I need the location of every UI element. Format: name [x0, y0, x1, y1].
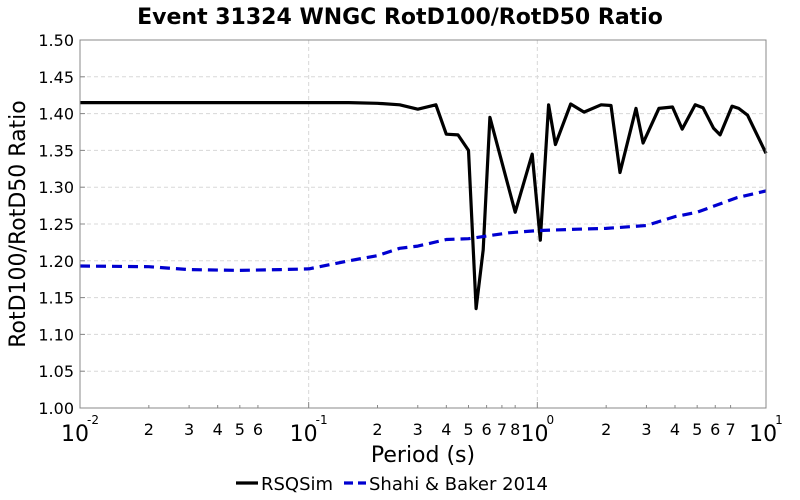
legend-label: RSQSim	[261, 474, 333, 495]
x-tick-base: 10	[61, 422, 89, 447]
x-minor-tick-label: 4	[670, 420, 680, 439]
x-tick-base: 10	[749, 422, 777, 447]
x-minor-tick-label: 6	[253, 420, 263, 439]
y-tick-label: 1.50	[38, 31, 74, 50]
chart-title: Event 31324 WNGC RotD100/RotD50 Ratio	[137, 5, 663, 30]
y-tick-label: 1.25	[38, 215, 74, 234]
series-line-shahi-baker-2014	[79, 189, 767, 272]
x-minor-tick-label: 6	[710, 420, 720, 439]
y-tick-label: 1.10	[38, 325, 74, 344]
x-minor-tick-label: 2	[144, 420, 154, 439]
grid	[79, 39, 767, 409]
y-axis-label: RotD100/RotD50 Ratio	[6, 100, 31, 348]
x-minor-tick-label: 7	[725, 420, 735, 439]
x-tick-exponent: -1	[316, 413, 328, 427]
x-minor-tick-label: 3	[184, 420, 194, 439]
y-tick-label: 1.35	[38, 141, 74, 160]
x-major-tick-label: 10-1	[290, 413, 328, 447]
x-tick-base: 10	[521, 422, 549, 447]
x-minor-tick-label: 6	[482, 420, 492, 439]
x-minor-tick-label: 3	[413, 420, 423, 439]
y-ticks: 1.00 1.05 1.10 1.15 1.20 1.25 1.30 1.35 1.40 1.45…	[38, 31, 85, 418]
x-minor-tick-label: 5	[692, 420, 702, 439]
x-major-tick-label: 100	[521, 413, 555, 447]
x-minor-tick-label: 5	[235, 420, 245, 439]
x-minor-tick-label: 7	[497, 420, 507, 439]
plot-series	[79, 101, 768, 311]
y-tick-label: 1.40	[38, 105, 74, 124]
series-line-rsqsim	[80, 101, 768, 311]
legend: RSQSim Shahi & Baker 2014	[236, 474, 548, 495]
y-tick-label: 1.30	[38, 178, 74, 197]
x-minor-tick-label: 2	[372, 420, 382, 439]
x-tick-base: 10	[290, 422, 318, 447]
x-minor-tick-label: 2	[601, 420, 611, 439]
x-minor-tick-label: 3	[641, 420, 651, 439]
x-tick-exponent: 0	[547, 413, 555, 427]
y-tick-label: 1.20	[38, 252, 74, 271]
y-tick-label: 1.00	[38, 399, 74, 418]
y-tick-label: 1.05	[38, 362, 74, 381]
x-minor-tick-label: 8	[510, 420, 520, 439]
legend-label: Shahi & Baker 2014	[369, 474, 548, 495]
x-tick-exponent: -2	[87, 413, 99, 427]
x-major-tick-label: 101	[749, 413, 783, 447]
x-tick-exponent: 1	[775, 413, 783, 427]
x-axis-label: Period (s)	[371, 443, 475, 468]
x-minor-tick-label: 4	[441, 420, 451, 439]
x-major-tick-label: 10-2	[61, 413, 99, 447]
x-minor-tick-label: 4	[213, 420, 223, 439]
x-minor-tick-label: 5	[463, 420, 473, 439]
y-tick-label: 1.45	[38, 68, 74, 87]
y-tick-label: 1.15	[38, 289, 74, 308]
